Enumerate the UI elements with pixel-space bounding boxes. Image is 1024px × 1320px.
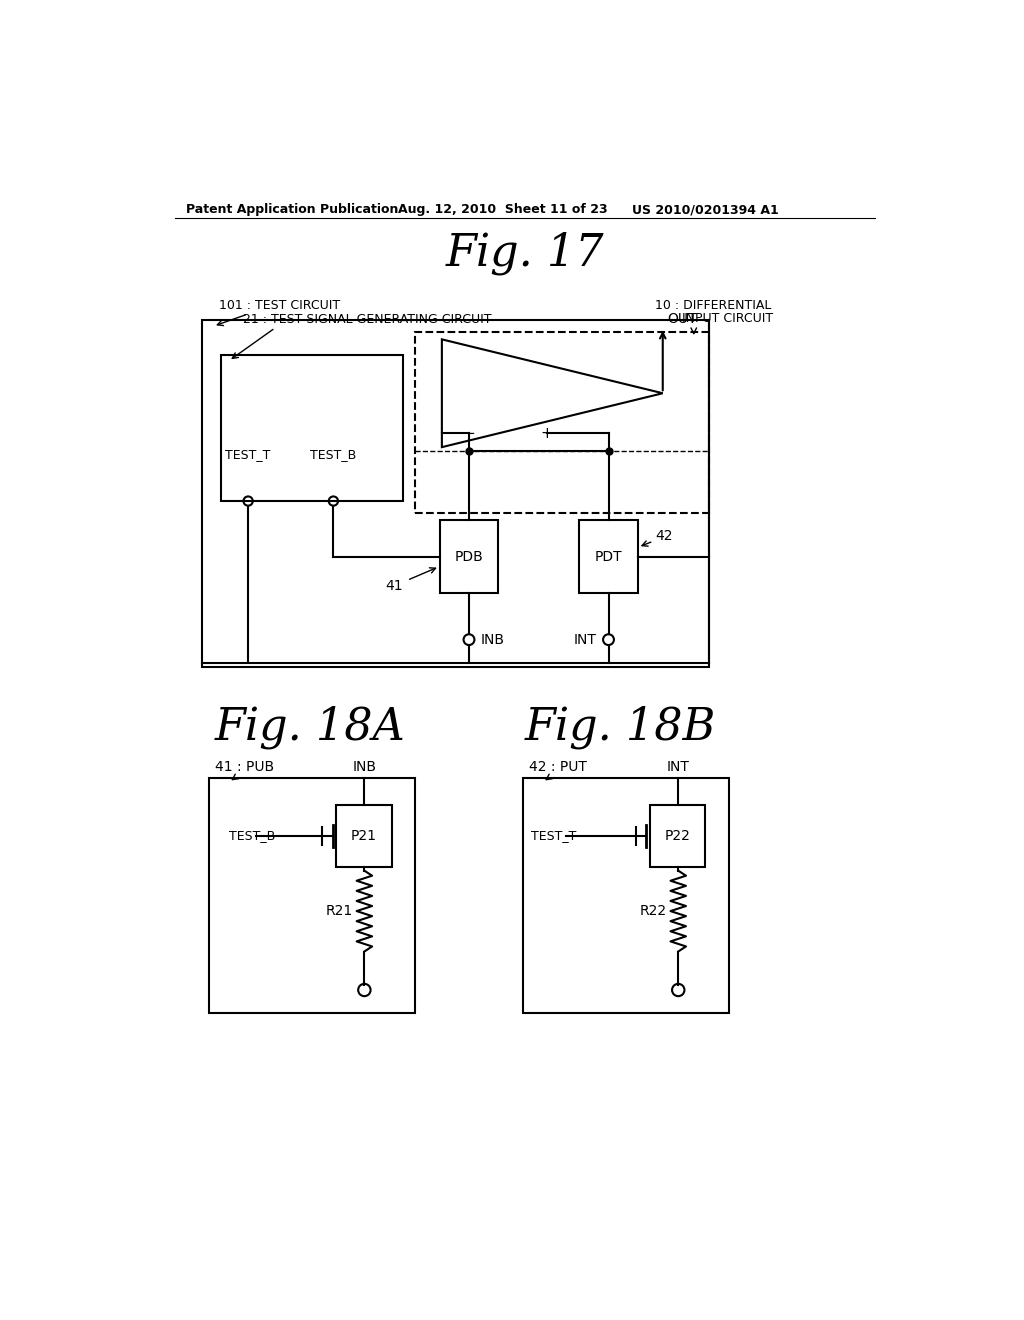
Text: INT: INT [574,632,597,647]
Bar [439,520,499,594]
Text: Fig. 18B: Fig. 18B [524,705,716,748]
Text: P22: P22 [665,829,690,843]
Text: TEST_T: TEST_T [531,829,577,842]
Text: TEST_T: TEST_T [225,449,270,462]
Text: Fig. 17: Fig. 17 [445,231,604,275]
Text: 21 : TEST SIGNAL GENERATING CIRCUIT: 21 : TEST SIGNAL GENERATING CIRCUIT [243,313,492,326]
Text: 42: 42 [655,529,673,543]
Text: TEST_B: TEST_B [310,449,356,462]
Text: PDT: PDT [595,550,623,564]
Bar [202,321,710,667]
Text: 42 : PUT: 42 : PUT [528,760,587,775]
Text: P21: P21 [350,829,377,843]
Text: INB: INB [480,632,505,647]
Bar [415,331,710,512]
Text: INPUT CIRCUIT: INPUT CIRCUIT [666,313,773,326]
Text: 10 : DIFFERENTIAL: 10 : DIFFERENTIAL [655,300,771,313]
Bar [221,355,403,502]
Bar [209,779,415,1014]
Text: INB: INB [352,760,377,775]
Bar [579,520,638,594]
Text: TEST_B: TEST_B [228,829,275,842]
Text: 41 : PUB: 41 : PUB [215,760,274,775]
Text: R22: R22 [640,904,667,919]
Bar [649,805,706,867]
Text: Fig. 18A: Fig. 18A [215,705,406,748]
Text: 101 : TEST CIRCUIT: 101 : TEST CIRCUIT [219,300,341,313]
Text: US 2010/0201394 A1: US 2010/0201394 A1 [632,203,778,216]
Text: Patent Application Publication: Patent Application Publication [186,203,398,216]
Text: OUT: OUT [668,313,697,326]
Text: +: + [540,426,553,441]
Bar [336,805,391,867]
Text: INT: INT [667,760,690,775]
Text: R21: R21 [326,904,353,919]
Text: −: − [463,426,475,441]
Bar [523,779,729,1014]
Text: PDB: PDB [455,550,483,564]
Text: 41: 41 [385,578,403,593]
Text: Aug. 12, 2010  Sheet 11 of 23: Aug. 12, 2010 Sheet 11 of 23 [397,203,607,216]
